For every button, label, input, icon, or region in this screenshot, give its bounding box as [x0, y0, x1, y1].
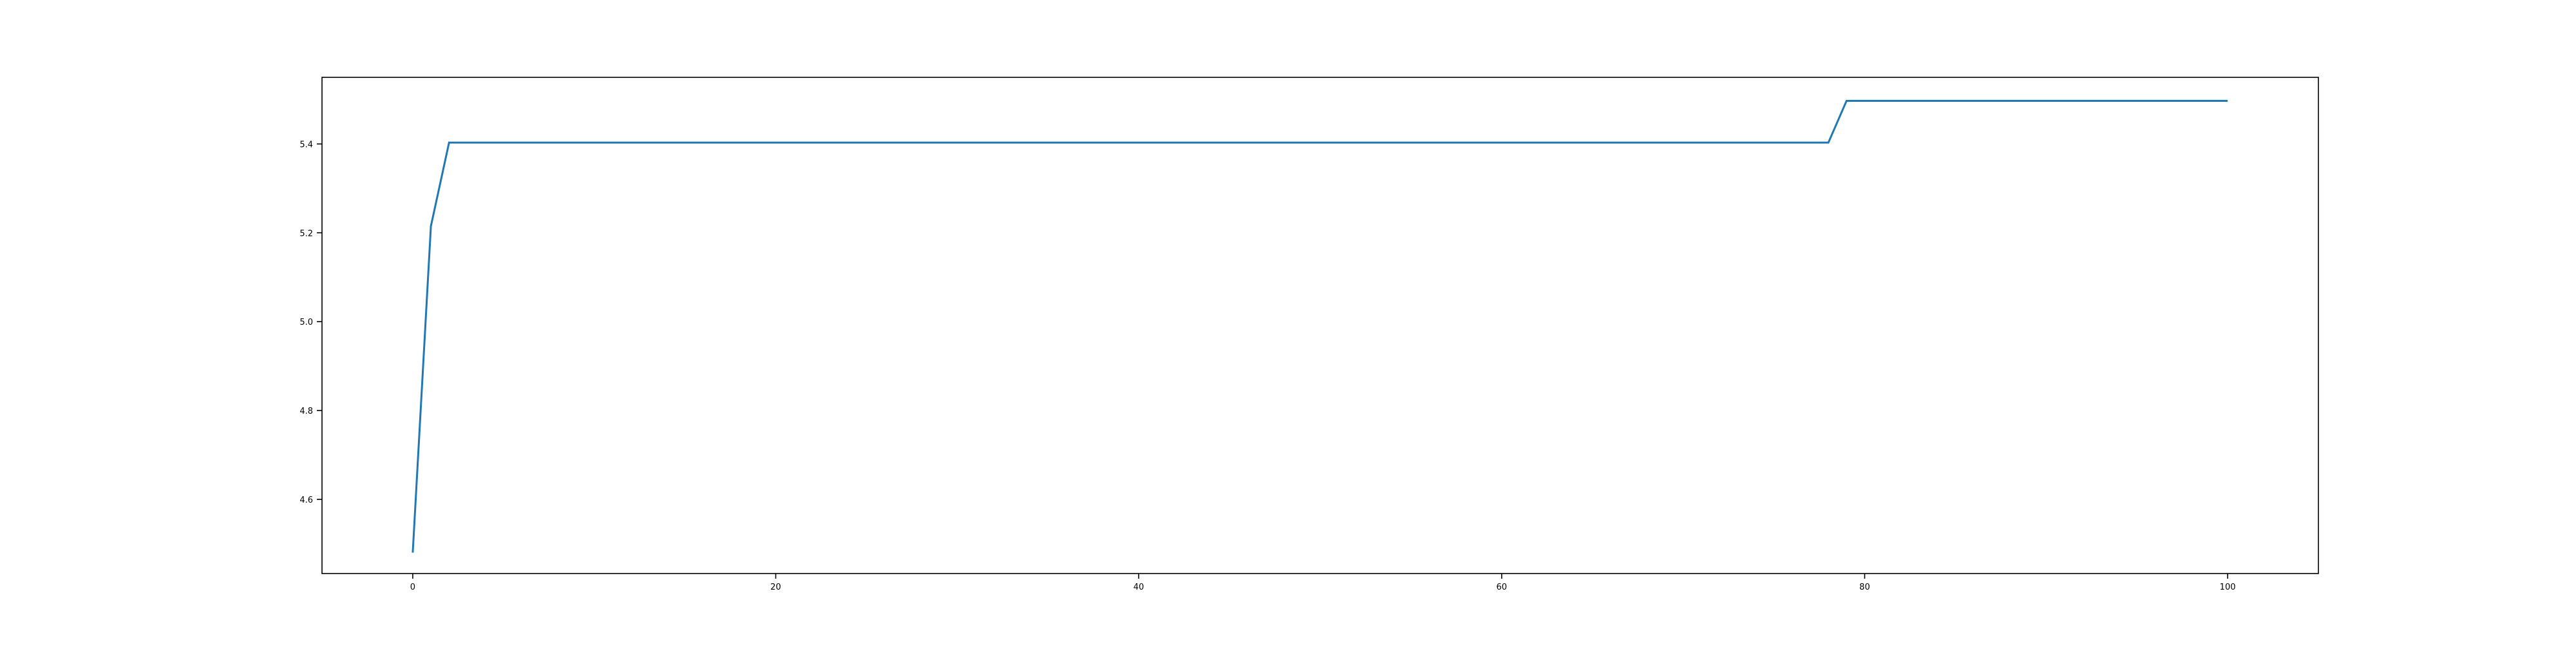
- x-tick-label: 80: [1859, 583, 1870, 592]
- x-tick-label: 20: [770, 583, 781, 592]
- y-tick-label: 4.6: [299, 496, 313, 505]
- x-tick-label: 40: [1133, 583, 1144, 592]
- x-tick-label: 100: [2220, 583, 2236, 592]
- y-tick-label: 5.4: [299, 140, 313, 150]
- y-axis-ticks: 4.6 4.8 5.0 5.2 5.4: [299, 140, 322, 505]
- y-tick-label: 5.0: [299, 318, 313, 327]
- y-tick-label: 5.2: [299, 229, 313, 238]
- x-axis-ticks: 0 20 40 60 80 100: [410, 574, 2236, 592]
- x-tick-label: 60: [1497, 583, 1508, 592]
- series-line-0: [412, 100, 2228, 553]
- y-tick-label: 4.8: [299, 407, 313, 416]
- series-layer: [412, 100, 2228, 553]
- plot-frame: [321, 77, 2319, 574]
- plot-area: [322, 77, 2318, 574]
- x-tick-label: 0: [410, 583, 415, 592]
